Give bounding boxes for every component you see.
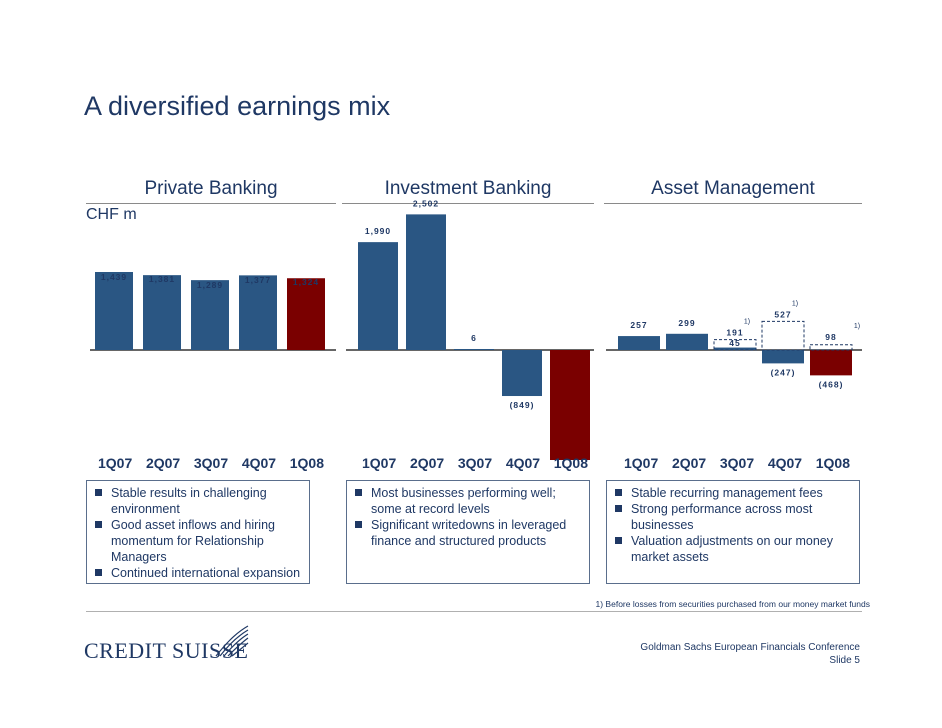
segment-header-investment-banking: Investment Banking <box>342 178 594 204</box>
bar <box>287 278 325 350</box>
page-title: A diversified earnings mix <box>84 91 391 121</box>
credit-suisse-logo: CREDIT SUISSE <box>84 624 254 664</box>
quarter-label: 1Q07 <box>98 455 133 471</box>
footnote-marker: 1) <box>854 323 860 330</box>
bullet-square-icon <box>615 505 622 512</box>
bullet-square-icon <box>355 521 362 528</box>
bullet-item: Valuation adjustments on our money marke… <box>613 533 853 565</box>
adjusted-data-label: 527 <box>774 309 791 319</box>
bar <box>550 350 590 460</box>
adjusted-bar-outline <box>761 320 805 351</box>
segment-title: Private Banking <box>144 178 278 199</box>
footnote: 1) Before losses from securities purchas… <box>595 599 870 609</box>
bar <box>762 350 804 364</box>
quarter-label: 3Q07 <box>193 455 229 471</box>
bar <box>666 333 708 350</box>
segment-header-asset-management: Asset Management <box>604 178 862 204</box>
bullet-item: Most businesses performing well; some at… <box>353 485 583 517</box>
unit-label: CHF m <box>86 206 137 223</box>
segment-divider <box>342 203 594 204</box>
commentary-box-private-banking: Stable results in challenging environmen… <box>86 480 310 584</box>
slide-number: Slide 5 <box>829 655 860 666</box>
bar <box>618 336 660 350</box>
bullet-square-icon <box>615 537 622 544</box>
quarter-label: 2Q07 <box>145 455 181 471</box>
segment-divider <box>604 203 862 204</box>
bar <box>454 349 494 350</box>
data-label: 45 <box>729 338 740 348</box>
bar <box>191 280 229 350</box>
segment-title: Investment Banking <box>384 178 552 199</box>
data-label: 6 <box>471 333 477 343</box>
segment-header-private-banking: Private Banking <box>86 178 336 204</box>
data-label: (247) <box>771 367 796 377</box>
commentary-box-asset-management: Stable recurring management fees Strong … <box>606 480 860 584</box>
quarter-labels-private-banking: 1Q07 2Q07 3Q07 4Q07 1Q08 <box>98 455 324 471</box>
bar <box>143 275 181 350</box>
quarter-label: 1Q07 <box>362 455 397 471</box>
bullet-item: Stable results in challenging environmen… <box>93 485 303 517</box>
data-label: 1,439 <box>101 272 127 282</box>
quarter-label: 1Q08 <box>553 455 588 471</box>
data-label: 2,502 <box>413 198 439 208</box>
bar <box>239 275 277 350</box>
bar <box>95 272 133 350</box>
quarter-label: 3Q07 <box>457 455 493 471</box>
sail-icon <box>215 625 249 657</box>
quarter-label: 1Q08 <box>289 455 324 471</box>
quarter-label: 4Q07 <box>241 455 277 471</box>
earnings-bar-charts: 1,439 1,381 1,289 1,377 1,324 1,990 2,502 6 (849… <box>90 198 862 460</box>
bar <box>358 242 398 350</box>
bullet-square-icon <box>95 569 102 576</box>
commentary-box-investment-banking: Most businesses performing well; some at… <box>346 480 590 584</box>
bullet-item: Continued international expansion <box>93 565 303 581</box>
bullet-square-icon <box>615 489 622 496</box>
bullet-square-icon <box>95 489 102 496</box>
bullet-item: Significant writedowns in leveraged fina… <box>353 517 583 549</box>
footnote-marker: 1) <box>744 319 750 326</box>
segment-title: Asset Management <box>651 178 815 199</box>
adjusted-bar-outline <box>809 344 853 351</box>
bullet-item: Stable recurring management fees <box>613 485 853 501</box>
quarter-label: 3Q07 <box>719 455 755 471</box>
conference-name: Goldman Sachs European Financials Confer… <box>640 642 860 653</box>
bar <box>406 214 446 350</box>
bullet-square-icon <box>95 521 102 528</box>
data-label: 299 <box>678 318 695 328</box>
quarter-label: 2Q07 <box>671 455 707 471</box>
bullet-item: Good asset inflows and hiring momentum f… <box>93 517 303 565</box>
data-label: (849) <box>510 400 535 410</box>
quarter-label: 1Q07 <box>624 455 659 471</box>
data-label: 1,324 <box>293 277 319 287</box>
quarter-label: 4Q07 <box>505 455 541 471</box>
data-label: 1,990 <box>365 226 391 236</box>
bar <box>810 350 852 376</box>
segment-divider <box>86 203 336 204</box>
bullet-item: Strong performance across most businesse… <box>613 501 853 533</box>
data-label: 1,381 <box>149 274 175 284</box>
data-label: 1,289 <box>197 280 223 290</box>
bar <box>714 347 756 350</box>
quarter-label: 2Q07 <box>409 455 445 471</box>
adjusted-data-label: 191 <box>726 328 743 338</box>
quarter-label: 1Q08 <box>815 455 850 471</box>
data-label: 257 <box>630 320 647 330</box>
quarter-label: 4Q07 <box>767 455 803 471</box>
adjusted-bar-outline <box>713 339 757 351</box>
quarter-labels-investment-banking: 1Q07 2Q07 3Q07 4Q07 1Q08 <box>362 455 588 471</box>
quarter-labels-asset-management: 1Q07 2Q07 3Q07 4Q07 1Q08 <box>624 455 850 471</box>
bar <box>502 350 542 397</box>
footnote-marker: 1) <box>792 300 798 307</box>
bullet-square-icon <box>355 489 362 496</box>
footer-divider <box>86 611 862 612</box>
data-label: 1,377 <box>245 275 271 285</box>
adjusted-data-label: 98 <box>825 332 836 342</box>
conference-footer: Goldman Sachs European Financials Confer… <box>560 641 860 667</box>
data-label: (468) <box>819 379 844 389</box>
